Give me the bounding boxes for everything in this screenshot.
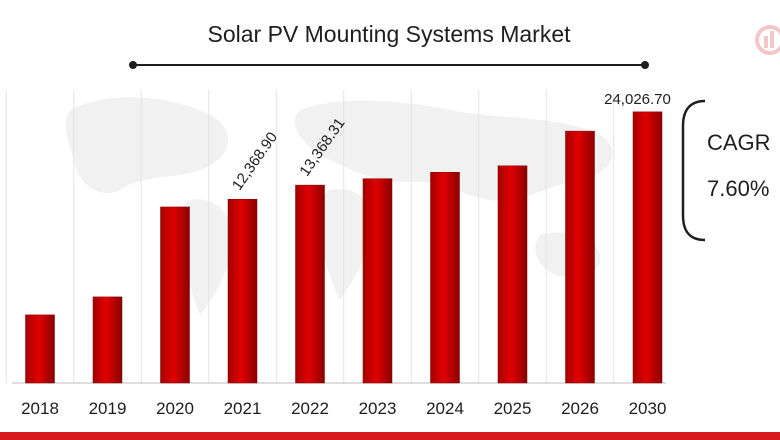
bar-2018 [25, 314, 55, 384]
x-tick-2030: 2030 [629, 399, 667, 418]
data-label-2030: 24,026.70 [604, 91, 671, 108]
logo-icon [755, 25, 780, 55]
x-tick-2022: 2022 [291, 399, 329, 418]
chart-title: Solar PV Mounting Systems Market [207, 21, 571, 47]
bar-2030 [632, 111, 663, 384]
bars [25, 111, 663, 384]
data-label-2021: 12,368.90 [229, 129, 281, 193]
bar-2019 [92, 296, 123, 384]
x-tick-2020: 2020 [156, 399, 194, 418]
x-tick-2023: 2023 [359, 399, 397, 418]
vertical-gridlines [5, 90, 615, 383]
title-underline [129, 61, 649, 69]
bar-2023 [362, 178, 393, 384]
cagr-value: 7.60% [707, 176, 769, 201]
x-tick-2025: 2025 [494, 399, 532, 418]
bar-2025 [497, 165, 528, 384]
bar-2021 [227, 198, 258, 384]
cagr-label: CAGR [707, 130, 771, 155]
x-tick-2024: 2024 [426, 399, 464, 418]
x-tick-labels: 2018 2019 2020 2021 2022 2023 2024 2025 2026 2030 [21, 399, 666, 418]
bar-2026 [565, 130, 595, 384]
x-tick-2019: 2019 [89, 399, 127, 418]
world-map-watermark [65, 97, 613, 315]
bar-2024 [430, 171, 460, 384]
cagr-bracket [681, 99, 706, 242]
bar-2022 [295, 184, 325, 384]
x-tick-2021: 2021 [224, 399, 262, 418]
bottom-accent-bar [0, 432, 780, 440]
bar-2020 [160, 206, 190, 384]
x-tick-2018: 2018 [21, 399, 59, 418]
x-tick-2026: 2026 [561, 399, 599, 418]
